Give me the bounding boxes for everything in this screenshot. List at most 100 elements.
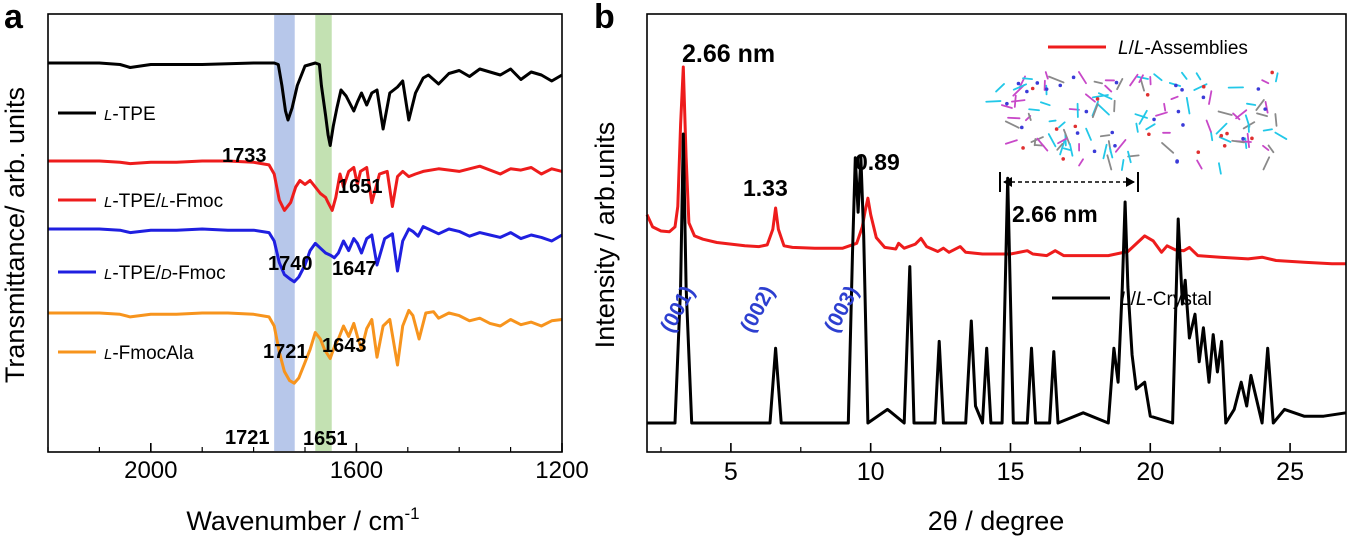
inset-bond — [1185, 96, 1191, 115]
legend-entry-l-tpe-d-fmoc: L-TPE/D-Fmoc — [58, 263, 226, 284]
inset-atom — [1263, 107, 1267, 111]
panel-a-peak-labels: 1733 1651 1740 1647 1721 1643 1721 1651 — [222, 145, 383, 450]
inset-bond — [1264, 100, 1269, 114]
inset-bond — [1218, 136, 1232, 143]
inset-atom — [1054, 127, 1059, 131]
inset-bond — [1084, 93, 1096, 103]
inset-atom — [1035, 81, 1040, 85]
inset-atom — [1005, 101, 1009, 106]
series-line-2 — [48, 225, 563, 284]
inset-atom — [1092, 149, 1097, 154]
legend-label: L/L-Assemblies — [1118, 38, 1248, 59]
peak-label: 0.89 — [855, 149, 900, 175]
inset-bond — [1048, 75, 1065, 84]
inset-bond — [1013, 94, 1017, 108]
inset-bond — [1139, 78, 1145, 92]
panel-a-xlabel: Wavenumber / cm-1 — [186, 504, 419, 536]
inset-bond — [1093, 80, 1103, 85]
inset-bond — [1256, 112, 1268, 118]
inset-atom — [1225, 131, 1229, 136]
series-line-1 — [48, 159, 563, 212]
inset-bond — [1274, 131, 1288, 140]
inset-bond — [1096, 103, 1110, 116]
inset-bond — [1161, 142, 1175, 154]
inset-atom — [1180, 88, 1184, 92]
inset-atom — [1061, 157, 1066, 161]
inset-atom — [1110, 130, 1115, 135]
inset-bond — [1085, 127, 1092, 141]
inset-bond — [1099, 134, 1111, 138]
peak-label: 1651 — [303, 428, 348, 450]
x-tick-label: 5 — [724, 458, 738, 486]
inset-bond — [1113, 99, 1116, 113]
panel-a-xlabel-sup: -1 — [404, 504, 419, 523]
inset-bond — [1262, 128, 1273, 132]
inset-bond — [1246, 132, 1250, 149]
peak-label: 1651 — [338, 176, 383, 198]
inset-bond — [1027, 112, 1032, 121]
inset-bond — [1195, 72, 1202, 81]
inset-bond — [1232, 112, 1241, 121]
peak-label: 1721 — [263, 341, 308, 363]
inset-bond — [995, 83, 1005, 93]
panel-b-letter: b — [594, 0, 615, 36]
legend-entry-l-tpe: L-TPE — [58, 104, 156, 125]
inset-bond — [1218, 162, 1222, 175]
inset-bond — [1136, 75, 1149, 80]
panel-a-letter: a — [4, 0, 24, 36]
inset-bond — [1033, 138, 1037, 147]
inset-atom — [1201, 95, 1206, 100]
legend-entry-l-tpe-l-fmoc: L-TPE/L-Fmoc — [58, 191, 223, 212]
inset-atom — [1016, 81, 1021, 86]
legend-label: L-TPE/D-Fmoc — [104, 263, 226, 284]
inset-bond — [1267, 144, 1275, 154]
inset-bond — [1104, 84, 1113, 93]
inset-atom — [1181, 123, 1185, 127]
inset-bond — [985, 100, 1002, 103]
inset-atom — [1175, 159, 1179, 163]
inset-bond — [1135, 122, 1139, 133]
inset-atom — [1201, 84, 1206, 89]
inset-atom — [1219, 133, 1224, 138]
inset-bond — [1275, 72, 1279, 83]
inset-bond — [1231, 139, 1245, 144]
inset-bond — [1120, 159, 1125, 171]
panel-a-ylabel: Transmittance/ arb. units — [0, 87, 30, 383]
legend-label: L/L-Crystal — [1120, 289, 1212, 310]
peak-label: 1643 — [322, 335, 367, 357]
inset-atom — [1095, 97, 1100, 101]
inset-atom — [1152, 117, 1156, 122]
x-tick-label: 10 — [857, 458, 885, 486]
inset-bond — [1059, 139, 1066, 156]
panel-a-series — [48, 61, 563, 385]
highlight-band-amide — [315, 15, 332, 451]
panel-a: a 2000 1600 1200 Transmittance/ arb. units… — [0, 0, 589, 536]
inset-bond — [1181, 71, 1188, 80]
legend-entry-l-fmocala: L-FmocAla — [58, 343, 194, 364]
peak-label: 1733 — [222, 145, 267, 167]
x-tick-label: 15 — [997, 458, 1025, 486]
inset-atom — [1030, 86, 1035, 91]
miller-index: (003) — [820, 282, 863, 336]
panel-b-frame — [646, 13, 1347, 453]
inset-atom — [1147, 132, 1151, 137]
peak-label: 1.33 — [743, 175, 788, 201]
miller-index: (002) — [736, 282, 779, 336]
inset-scale-label: 2.66 nm — [1012, 201, 1098, 227]
panel-b: b 5 10 15 20 25 Intensity / arb.units 2θ / d… — [590, 0, 1347, 536]
inset-bond — [1044, 71, 1049, 80]
inset-bond — [1163, 102, 1167, 112]
inset-bond — [1262, 156, 1271, 171]
inset-bond — [1114, 139, 1127, 153]
inset-bond — [1039, 101, 1051, 107]
panel-a-xlabel-main: Wavenumber / cm — [186, 506, 404, 536]
crystal-packing-inset — [985, 70, 1288, 175]
inset-atom — [1113, 143, 1117, 148]
inset-bond — [1078, 71, 1087, 85]
legend-entry-crystal: L/L-Crystal — [1052, 289, 1212, 310]
inset-bond — [1012, 83, 1028, 91]
peak-label: 1740 — [268, 253, 313, 275]
inset-atom — [1084, 109, 1089, 114]
inset-bond — [1078, 158, 1084, 167]
x-tick-label: 1200 — [535, 457, 588, 484]
